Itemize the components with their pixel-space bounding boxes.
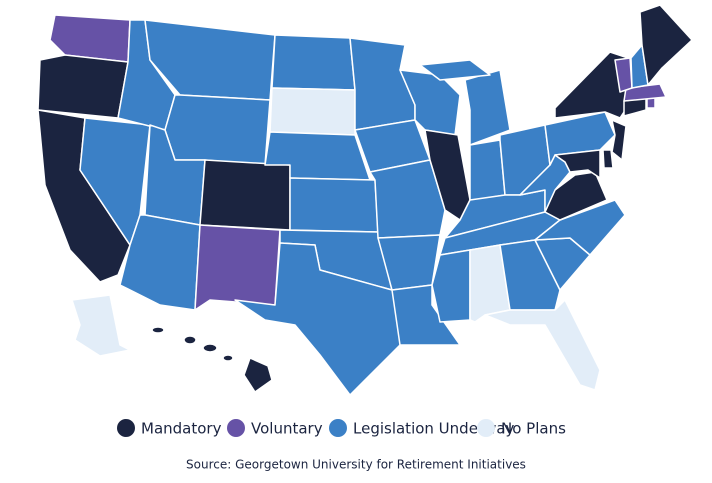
state bbox=[419, 59, 491, 81]
legend: Mandatory Voluntary Legislation UnderwayNo… bbox=[117, 419, 566, 438]
legend-swatch bbox=[117, 419, 135, 437]
state bbox=[37, 54, 129, 119]
state bbox=[534, 199, 626, 256]
state bbox=[222, 354, 234, 362]
state bbox=[164, 94, 271, 166]
state bbox=[499, 239, 561, 311]
legend-label: Voluntary bbox=[251, 420, 323, 438]
state bbox=[202, 343, 218, 353]
state bbox=[554, 149, 601, 179]
state bbox=[431, 249, 471, 323]
state bbox=[151, 326, 165, 334]
state bbox=[611, 119, 627, 161]
state bbox=[243, 357, 273, 393]
state bbox=[234, 242, 406, 396]
legend-swatch bbox=[227, 419, 245, 437]
state bbox=[464, 69, 511, 146]
state bbox=[469, 139, 506, 201]
state bbox=[194, 224, 281, 311]
state bbox=[289, 177, 379, 233]
state bbox=[271, 34, 356, 91]
legend-swatch bbox=[477, 419, 495, 437]
state bbox=[484, 299, 601, 391]
legend-swatch bbox=[329, 419, 347, 437]
legend-label: Legislation Underway bbox=[353, 420, 515, 438]
state bbox=[183, 335, 197, 345]
legend-label: Mandatory bbox=[141, 420, 222, 438]
source-note: Source: Georgetown University for Retire… bbox=[186, 458, 526, 472]
state bbox=[391, 284, 461, 346]
state bbox=[71, 294, 131, 357]
state bbox=[269, 87, 356, 136]
state bbox=[199, 159, 291, 231]
us-map bbox=[37, 4, 693, 396]
legend-label: No Plans bbox=[501, 420, 566, 438]
state bbox=[602, 149, 614, 169]
state bbox=[639, 4, 693, 86]
